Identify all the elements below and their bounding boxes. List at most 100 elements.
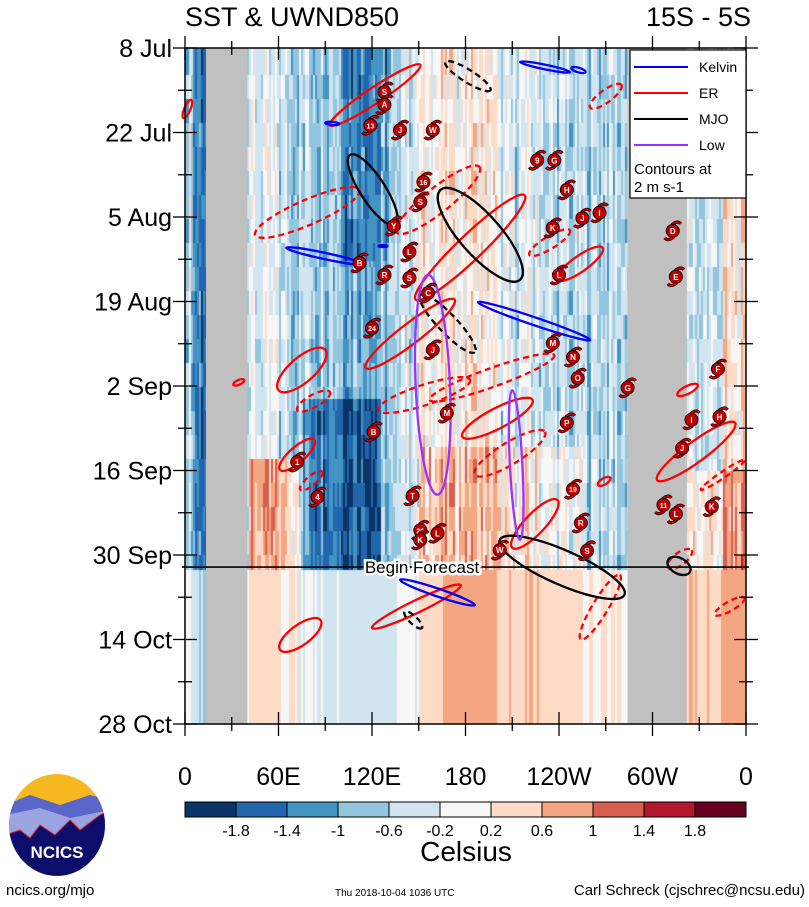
author-credit: Carl Schreck (cjschrec@ncsu.edu): [573, 882, 805, 899]
y-tick-label: 30 Sep: [93, 542, 172, 570]
ncics-logo: NCICS: [9, 774, 105, 876]
storm-label: 11: [660, 503, 668, 510]
y-tick-label: 19 Aug: [94, 289, 172, 317]
er-contour: [509, 497, 560, 550]
tropical-cyclone-icon: S: [411, 191, 430, 213]
storm-label: R: [578, 519, 584, 528]
storm-label: S: [584, 547, 590, 556]
y-tick-label: 8 Jul: [119, 35, 172, 63]
cyclone-body: [425, 342, 440, 357]
cyclone-body: [712, 409, 727, 424]
er-contour: [181, 98, 194, 120]
cyclone-body: [545, 220, 560, 235]
colorbar-tick-label: -1.4: [273, 823, 301, 840]
site-link[interactable]: ncics.org/mjo: [6, 882, 95, 899]
tropical-cyclone-icon: C: [418, 282, 438, 304]
legend-note: Contours at: [634, 161, 712, 178]
kelvin-contour: [518, 60, 572, 74]
storm-label: G: [551, 156, 557, 165]
tropical-cyclone-icon: 11: [654, 494, 673, 516]
colorbar-tick-label: -0.6: [375, 823, 403, 840]
cyclone-body: [559, 415, 574, 430]
colorbar-tick-label: -1: [331, 823, 345, 840]
y-tick-label: 16 Sep: [93, 458, 172, 486]
x-tick-label: 180: [445, 763, 487, 791]
cyclone-body: [675, 441, 690, 456]
colorbar-swatch: [286, 801, 339, 818]
tropical-cyclone-icon: G: [618, 377, 637, 399]
er-contour-negative: [699, 458, 746, 492]
legend-note: 2 m s-1: [634, 179, 684, 196]
storm-label: I: [598, 209, 600, 218]
storm-label: G: [624, 384, 630, 393]
colorbar-tick-label: 1.8: [684, 823, 706, 840]
storm-label: K: [709, 503, 715, 512]
cyclone-body: [402, 245, 417, 260]
kelvin-contour: [476, 300, 592, 342]
colorbar-swatch: [541, 801, 594, 818]
colorbar-swatch: [388, 801, 441, 818]
er-contour-negative: [298, 469, 324, 492]
tropical-cyclone-icon: W: [423, 119, 443, 141]
storm-label: N: [570, 353, 576, 362]
cyclone-body: [393, 123, 408, 138]
tropical-cyclone-icon: P: [557, 412, 577, 434]
tropical-cyclone-icon: L: [428, 522, 447, 544]
storm-label: J: [580, 214, 584, 223]
cyclone-body: [425, 123, 440, 138]
cyclone-body: [552, 267, 566, 282]
cyclone-body: [402, 270, 417, 285]
tropical-cyclone-icon: S: [577, 540, 597, 562]
tropical-cyclone-icon: 24: [362, 317, 382, 339]
storm-label: C: [425, 289, 431, 298]
er-contour-negative: [588, 82, 623, 110]
er-contour: [676, 382, 699, 398]
storm-label: Y: [391, 222, 397, 231]
cyclone-body: [386, 219, 401, 234]
colorbar-swatch: [694, 801, 747, 818]
tropical-cyclone-icon: N: [563, 346, 583, 368]
er-contour-negative: [428, 352, 556, 403]
cyclone-body: [575, 211, 590, 226]
tropical-cyclone-icon: M: [437, 402, 457, 424]
y-tick-label: 2 Sep: [107, 373, 172, 401]
legend-box: [629, 49, 747, 199]
storm-label: S: [418, 198, 424, 207]
storm-label: M: [549, 339, 556, 348]
cyclone-body: [377, 267, 392, 282]
x-tick-label: 120W: [526, 763, 592, 791]
cyclone-body: [430, 526, 445, 541]
colorbar-swatch: [337, 801, 390, 818]
storm-label: 1: [295, 458, 300, 467]
cyclone-body: [668, 269, 683, 284]
colorbar-swatch: [490, 801, 543, 818]
storm-label: 13: [367, 123, 375, 130]
storm-label: M: [443, 409, 450, 418]
tropical-cyclone-icon: 4: [308, 486, 327, 508]
storm-label: T: [410, 492, 415, 501]
cyclone-body: [566, 350, 581, 365]
er-contour-negative: [473, 428, 547, 478]
cyclone-body: [492, 543, 507, 558]
colorbar-tick-label: 1: [589, 823, 598, 840]
storm-label: F: [716, 365, 721, 374]
colorbar-tick-label: -1.8: [222, 823, 250, 840]
tropical-cyclone-icon: 9: [527, 149, 547, 171]
cyclone-body: [580, 543, 595, 558]
land-mask: [206, 48, 248, 724]
cyclone-body: [310, 490, 325, 505]
storm-label: S: [407, 274, 413, 283]
cyclone-body: [704, 499, 719, 514]
storm-label: E: [673, 273, 679, 282]
kelvin-contour: [570, 65, 587, 75]
colorbar-title: Celsius: [420, 836, 512, 867]
storm-label: J: [431, 346, 435, 355]
y-tick-label: 14 Oct: [98, 627, 172, 655]
cyclone-body: [668, 506, 683, 521]
tropical-cyclone-icon: O: [568, 367, 587, 389]
x-tick-label: 0: [739, 763, 753, 791]
storm-label: I: [690, 416, 692, 425]
er-contour-negative: [295, 389, 332, 413]
